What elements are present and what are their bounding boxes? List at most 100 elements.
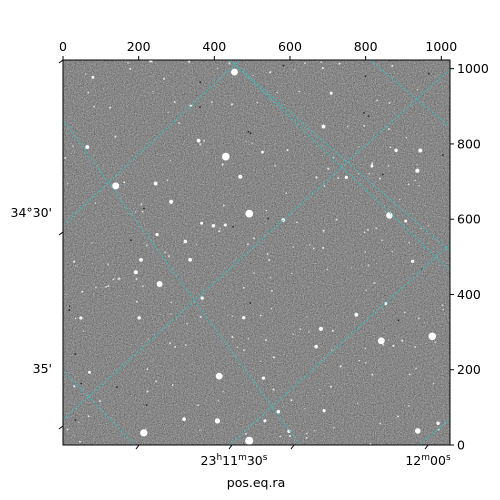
star [188,60,191,63]
star [186,323,188,325]
top-pixel-axis: 0 200 400 600 800 1000 [59,39,457,60]
star [296,221,298,224]
star [292,333,295,336]
star [183,239,188,244]
star [388,101,391,104]
star [286,149,289,151]
dark-pixel [364,75,367,78]
star [105,285,107,288]
dark-pixel [367,115,370,118]
star [384,211,386,213]
star [331,329,334,332]
star [66,428,69,431]
bottom-world-tick [135,444,140,450]
star [117,278,120,281]
ra-tick-label-1: 23h11m30s [201,453,268,468]
star [420,227,422,229]
star [79,316,83,320]
grid-line [63,119,301,445]
star [245,433,247,435]
star [265,209,268,212]
star [114,135,117,138]
star [323,185,326,187]
star [376,99,379,102]
star [196,138,201,143]
star [163,251,166,254]
star [253,237,256,240]
star [397,415,399,418]
star [141,285,144,288]
star [153,181,158,186]
star [381,239,383,242]
star [264,339,267,342]
star [169,342,172,345]
star [305,436,308,439]
right-tick-label: 0 [457,438,465,453]
star [145,244,148,247]
star [228,62,231,65]
bottom-world-tick [290,444,295,450]
star [276,91,278,94]
star [184,344,187,346]
star [219,227,222,230]
star [318,326,324,331]
star [170,301,173,304]
star [221,163,224,166]
star [109,106,112,109]
star [378,177,381,180]
top-tick-label: 200 [127,39,151,54]
star [168,255,171,258]
star [251,142,253,144]
star [351,267,353,269]
dec-tick-label-2: 35' [33,361,52,376]
star [214,418,221,424]
star [304,408,306,410]
wcs-grid [63,60,450,445]
star [268,259,271,262]
grid-line [229,60,450,252]
dark-pixel [199,106,201,109]
dark-pixel [363,112,365,114]
star [245,436,254,445]
star [313,429,316,432]
star [389,146,392,149]
star [272,356,275,359]
x-axis-label: pos.eq.ra [227,475,285,490]
star [314,344,318,349]
dark-pixel [232,225,235,228]
star [87,91,90,94]
star [298,90,300,93]
star [78,440,81,443]
star [392,344,395,347]
dark-pixel [74,419,77,421]
star [236,346,239,348]
star [155,232,159,237]
star [135,277,138,281]
stars-layer [64,60,444,445]
star [415,367,418,370]
star [441,304,444,307]
star [231,336,234,339]
star [199,315,202,318]
star [379,422,382,425]
star [333,426,335,429]
star [399,198,401,201]
dark-pixel [199,81,202,84]
star [246,243,249,246]
star [127,61,129,64]
star [432,382,435,385]
image-area [63,60,450,445]
right-tick-label: 800 [457,136,481,151]
sky-noise [63,60,450,445]
star [305,432,308,435]
axes-frame [62,59,451,446]
star [327,167,330,170]
right-tick-label: 600 [457,212,481,227]
star [322,229,325,232]
star [218,230,221,233]
star [308,331,310,333]
star [73,260,76,263]
star [206,151,208,153]
star [74,317,77,320]
ra-tick-label-2: 12m00s [405,453,451,468]
